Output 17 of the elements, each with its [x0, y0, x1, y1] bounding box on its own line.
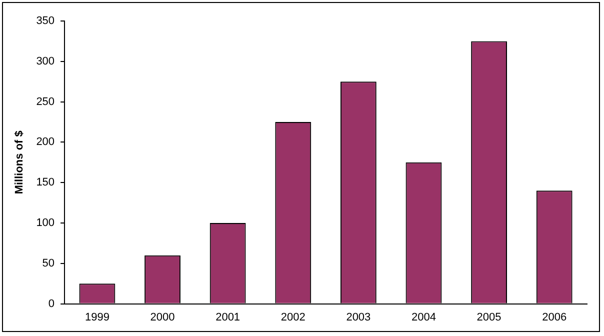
y-tick-label: 100 [36, 217, 55, 230]
y-tick-label: 50 [42, 257, 55, 270]
x-tick-label: 2003 [346, 311, 371, 324]
y-tick-label: 150 [36, 176, 55, 189]
y-tick-label: 300 [36, 55, 55, 68]
x-tick-label: 2002 [280, 311, 306, 324]
y-tick-label: 250 [36, 96, 55, 108]
y-tick-label: 350 [36, 15, 55, 28]
x-tick-label: 2000 [150, 311, 175, 324]
y-tick-label: 0 [48, 298, 55, 310]
y-tick-label: 200 [36, 136, 55, 148]
x-tick-label: 2006 [542, 311, 567, 324]
x-tick-label: 2004 [411, 311, 436, 324]
x-tick-label: 2001 [216, 311, 240, 324]
x-tick-label: 2005 [476, 311, 502, 324]
x-tick-label: 1999 [84, 311, 110, 324]
y-axis-title: Millions of $ [14, 130, 26, 194]
